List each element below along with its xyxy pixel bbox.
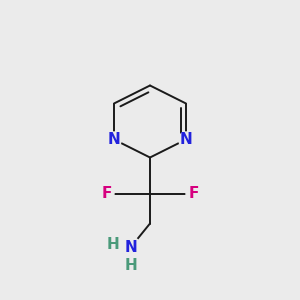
Text: H: H (124, 258, 137, 273)
Text: N: N (108, 132, 120, 147)
Circle shape (186, 186, 201, 201)
Text: H: H (106, 237, 119, 252)
Circle shape (120, 237, 141, 258)
Circle shape (123, 240, 138, 255)
Circle shape (106, 132, 122, 147)
Text: F: F (188, 186, 199, 201)
Circle shape (178, 132, 194, 147)
Text: N: N (124, 240, 137, 255)
Text: F: F (101, 186, 112, 201)
Text: N: N (180, 132, 192, 147)
Circle shape (99, 186, 114, 201)
